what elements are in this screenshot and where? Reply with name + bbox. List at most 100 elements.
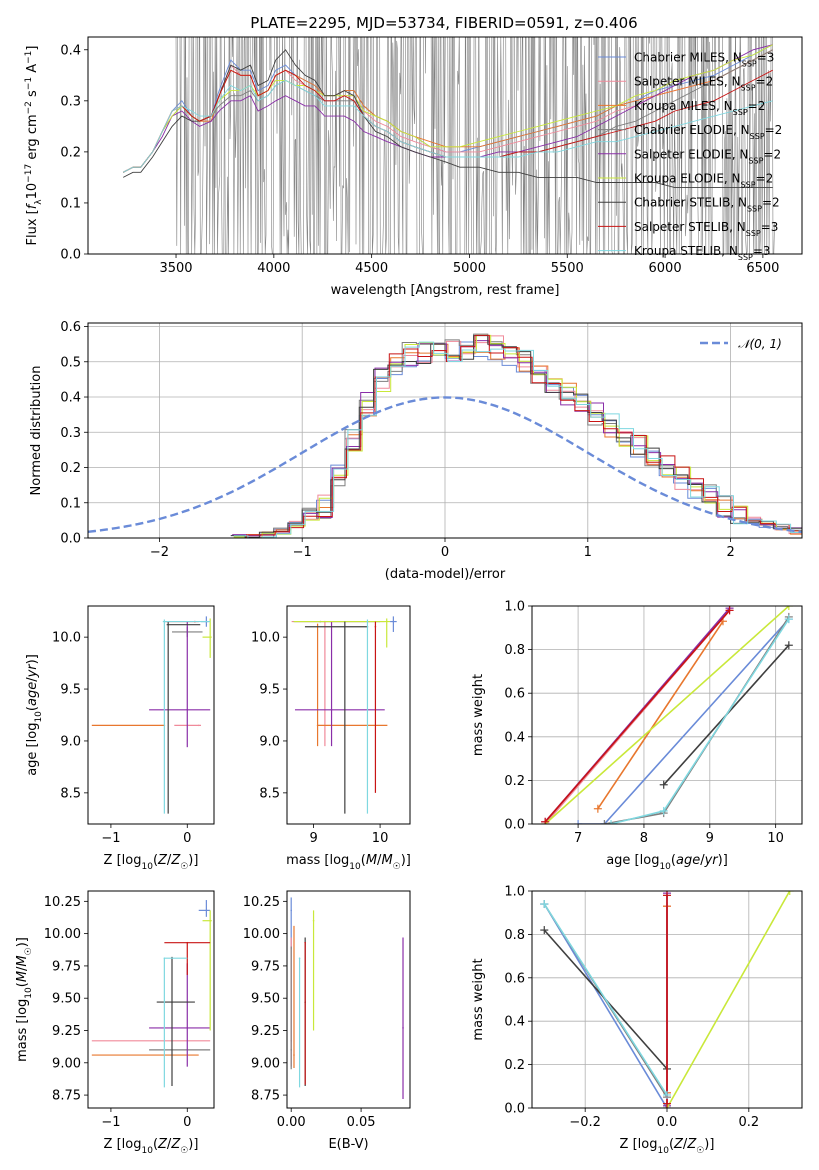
y-tick-label: 10.0 xyxy=(52,631,81,646)
legend-label: Chabrier MILES, N xyxy=(634,51,742,65)
y-tick-label: 1.0 xyxy=(504,885,525,900)
legend-normal-label: 𝒩(0, 1) xyxy=(738,337,782,351)
label-part: yr xyxy=(704,853,720,868)
x-tick-label: 1 xyxy=(584,545,592,560)
label-part: )] xyxy=(704,1137,714,1152)
y-tick-label: 0.2 xyxy=(60,461,81,476)
y-axis-label: Normed distribution xyxy=(29,366,44,496)
panel-mass_weight_vs_Z: −0.2 0.0 0.20.00.20.40.60.81.0Z [log10(Z/Z… xyxy=(471,885,803,1156)
y-tick-label: 0.2 xyxy=(504,1058,525,1073)
plot-area xyxy=(91,616,212,814)
point-kroupa_elodie xyxy=(312,919,315,922)
x-tick-label: 7 xyxy=(574,831,582,846)
label-part: )] xyxy=(188,853,198,868)
x-axis-label: (data-model)/error xyxy=(385,567,506,582)
label-part: mass weight xyxy=(471,958,486,1040)
y-tick-label: 9.00 xyxy=(251,1056,280,1071)
label-part: erg cm xyxy=(25,114,40,163)
line-kroupa_miles xyxy=(597,620,724,810)
label-part: E(B-V) xyxy=(328,1137,368,1152)
label-part: age xyxy=(676,853,700,868)
x-tick-label: 0.05 xyxy=(347,1115,376,1130)
y-tick-label: 8.75 xyxy=(251,1089,280,1104)
legend-sub: SSP xyxy=(748,156,763,165)
point-salpeter_elodie xyxy=(186,1027,189,1029)
x-axis-label: age [log10(age/yr)] xyxy=(606,853,728,872)
panel-mass_vs_EBV: 0.00 0.05 8.75 9.00 9.25 9.50 9.75 10.00 10.25 E(… xyxy=(243,890,411,1152)
label-part: Flux [ xyxy=(25,209,40,245)
legend-tail: =2 xyxy=(763,147,781,161)
label-part: M xyxy=(381,853,392,868)
y-tick-label: 9.50 xyxy=(251,992,280,1007)
point-kroupa_elodie xyxy=(385,620,388,623)
label-part: ( xyxy=(25,706,40,711)
legend-sub: SSP xyxy=(741,180,756,189)
y-tick-label: 0.4 xyxy=(60,391,81,406)
y-tick-label: 0.0 xyxy=(60,248,81,263)
model-salpeter_elodie xyxy=(122,44,773,173)
x-tick-label: 0.00 xyxy=(277,1115,306,1130)
label-part: 10 xyxy=(141,862,153,872)
label-part: Z xyxy=(170,1137,181,1152)
point-kroupa_elodie xyxy=(209,919,211,922)
x-tick-label: 8 xyxy=(640,831,648,846)
y-tick-label: 10.25 xyxy=(44,895,81,910)
x-tick-label: −1 xyxy=(293,545,312,560)
line-chabrier_miles xyxy=(543,903,668,1108)
legend-label: Salpeter STELIB, N xyxy=(634,220,746,234)
label-part: s xyxy=(25,90,40,101)
panels: 3500 4000 4500 5000 5500 6000 6500 0.0 0.1 0.2 0.3… xyxy=(15,36,803,1156)
label-part: mass [log xyxy=(286,853,349,868)
point-chabrier_miles xyxy=(290,909,292,912)
legend-sub: SSP xyxy=(746,228,761,237)
label-part: ☉ xyxy=(180,862,188,872)
point-kroupa_stelib xyxy=(163,620,166,623)
label-part: λ xyxy=(34,199,44,205)
y-tick-label: 9.5 xyxy=(259,683,280,698)
y-axis-label: mass [log10(M/M☉)] xyxy=(15,937,34,1062)
axes-frame xyxy=(87,890,215,1109)
axes-frame xyxy=(87,605,215,825)
label-part: Normed distribution xyxy=(29,366,44,496)
legend-sub: SSP xyxy=(750,132,765,141)
legend-label: Chabrier STELIB, N xyxy=(634,196,747,210)
legend-entry: Salpeter ELODIE, NSSP=2 xyxy=(634,147,781,165)
point-chabrier_stelib xyxy=(167,623,169,626)
legend-tail: =2 xyxy=(765,123,783,137)
y-tick-label: 0.1 xyxy=(60,496,81,511)
y-tick-label: 10.00 xyxy=(44,927,81,942)
y-tick-label: 0.4 xyxy=(504,1015,525,1030)
observed-spectrum xyxy=(175,37,775,254)
label-part: )] xyxy=(188,1137,198,1152)
legend-entry: Chabrier MILES, NSSP=3 xyxy=(634,51,774,69)
y-tick-label: 9.75 xyxy=(52,959,81,974)
legend-label: Kroupa MILES, N xyxy=(634,99,733,113)
label-part: (data-model)/error xyxy=(385,567,506,582)
x-tick-label: 0 xyxy=(183,1115,191,1130)
y-axis-label: mass weight xyxy=(471,674,486,756)
y-axis-label: age [log10(age/yr)] xyxy=(25,654,44,776)
legend-tail: =2 xyxy=(756,172,774,186)
label-part: Z [log xyxy=(104,853,142,868)
point-salpeter_elodie xyxy=(402,1027,404,1029)
model-kroupa_stelib xyxy=(122,79,773,173)
axes-frame xyxy=(286,605,411,825)
y-tick-label: 9.0 xyxy=(60,734,81,749)
normal-curve xyxy=(88,396,802,533)
line-kroupa_stelib xyxy=(543,903,668,1096)
label-part: Z [log xyxy=(104,1137,142,1152)
label-part: yr xyxy=(25,663,40,679)
legend-label: Kroupa ELODIE, N xyxy=(634,172,741,186)
label-part: / xyxy=(683,1137,688,1152)
axes-frame xyxy=(87,322,803,539)
y-tick-label: 9.50 xyxy=(52,992,81,1007)
x-tick-label: 9 xyxy=(309,831,317,846)
legend-label: Kroupa STELIB, N xyxy=(634,244,738,258)
legend-tail: =3 xyxy=(761,220,779,234)
label-part: 10 xyxy=(141,1146,153,1156)
point-salpeter_elodie xyxy=(330,709,333,711)
label-part: )] xyxy=(25,654,40,664)
legend-tail: =2 xyxy=(756,75,774,89)
